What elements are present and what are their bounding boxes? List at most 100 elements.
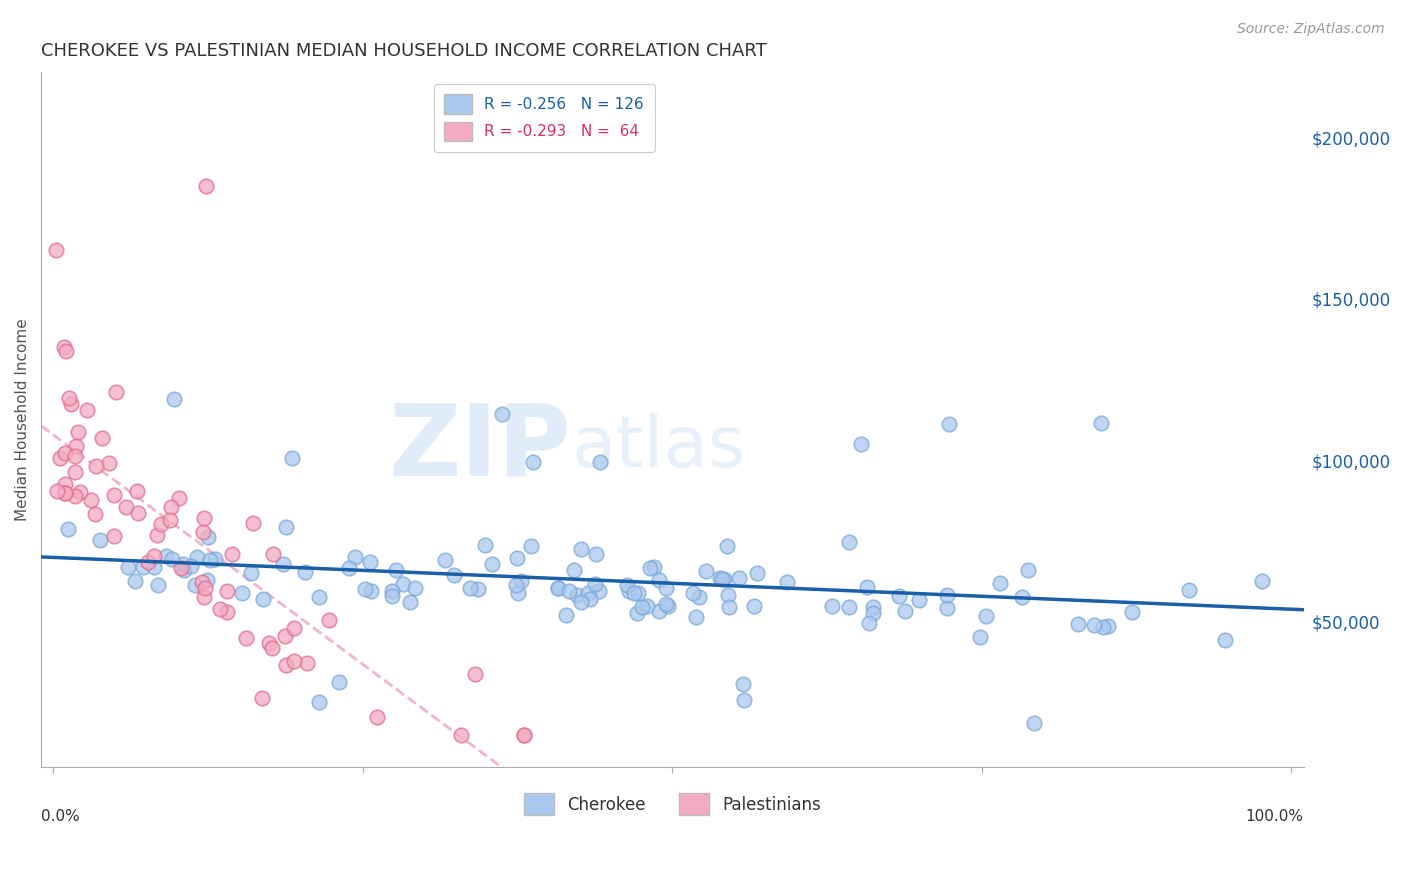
Point xyxy=(53,486,76,500)
Point xyxy=(713,572,735,586)
Point xyxy=(655,581,678,595)
Text: 100.0%: 100.0% xyxy=(1246,809,1303,824)
Point xyxy=(215,606,238,620)
Point xyxy=(648,573,671,587)
Point xyxy=(45,243,67,257)
Point xyxy=(58,391,80,405)
Point xyxy=(887,589,910,603)
Point xyxy=(366,709,388,723)
Point xyxy=(838,535,860,549)
Point xyxy=(55,343,77,358)
Point xyxy=(685,610,707,624)
Point xyxy=(733,692,755,706)
Point xyxy=(1251,574,1274,588)
Point xyxy=(655,597,678,611)
Point xyxy=(150,516,173,531)
Point xyxy=(91,431,114,445)
Point xyxy=(98,456,121,470)
Point xyxy=(155,549,177,563)
Point xyxy=(127,506,149,520)
Point xyxy=(513,728,536,742)
Point xyxy=(194,178,217,193)
Point xyxy=(450,728,472,742)
Point xyxy=(717,588,740,602)
Point xyxy=(1083,618,1105,632)
Point xyxy=(458,581,481,595)
Point xyxy=(630,600,652,615)
Point xyxy=(65,439,87,453)
Point xyxy=(170,560,193,574)
Point xyxy=(519,539,541,553)
Point xyxy=(988,575,1011,590)
Point xyxy=(617,584,640,599)
Point xyxy=(547,581,569,595)
Point xyxy=(276,520,298,534)
Point xyxy=(547,582,569,596)
Point xyxy=(45,483,67,498)
Point xyxy=(53,476,76,491)
Point xyxy=(969,630,991,644)
Point xyxy=(391,577,413,591)
Text: Source: ZipAtlas.com: Source: ZipAtlas.com xyxy=(1237,22,1385,37)
Point xyxy=(638,561,661,575)
Point xyxy=(1121,605,1143,619)
Point xyxy=(716,540,738,554)
Point xyxy=(186,550,208,565)
Point xyxy=(1092,619,1115,633)
Text: atlas: atlas xyxy=(571,413,745,483)
Point xyxy=(562,563,585,577)
Point xyxy=(194,582,217,596)
Point xyxy=(250,691,273,706)
Point xyxy=(257,635,280,649)
Point xyxy=(588,583,610,598)
Point xyxy=(328,674,350,689)
Point xyxy=(1097,619,1119,633)
Point xyxy=(935,588,957,602)
Point xyxy=(522,455,544,469)
Point xyxy=(579,592,602,607)
Point xyxy=(180,559,202,574)
Legend: Cherokee, Palestinians: Cherokee, Palestinians xyxy=(517,787,828,822)
Point xyxy=(86,458,108,473)
Point xyxy=(167,491,190,505)
Point xyxy=(381,583,404,598)
Point xyxy=(481,557,503,571)
Point xyxy=(146,578,169,592)
Point xyxy=(56,522,79,536)
Point xyxy=(103,488,125,502)
Point xyxy=(893,604,915,618)
Point xyxy=(1011,590,1033,604)
Point xyxy=(63,465,86,479)
Point xyxy=(197,573,219,587)
Point xyxy=(585,547,607,561)
Point xyxy=(636,599,658,613)
Point xyxy=(742,599,765,613)
Point xyxy=(262,641,284,656)
Point xyxy=(974,608,997,623)
Point xyxy=(283,654,305,668)
Point xyxy=(53,486,76,500)
Point xyxy=(125,484,148,499)
Point xyxy=(776,575,799,590)
Point xyxy=(67,425,90,439)
Point xyxy=(1017,563,1039,577)
Point xyxy=(146,528,169,542)
Point xyxy=(294,565,316,579)
Point xyxy=(344,550,367,565)
Point xyxy=(443,568,465,582)
Point xyxy=(838,600,860,615)
Point xyxy=(204,552,226,566)
Point xyxy=(616,577,638,591)
Point xyxy=(200,553,222,567)
Point xyxy=(648,604,671,618)
Point xyxy=(160,551,183,566)
Point xyxy=(63,449,86,463)
Point xyxy=(747,566,769,581)
Point xyxy=(565,588,588,602)
Point xyxy=(143,549,166,563)
Point xyxy=(858,616,880,631)
Point xyxy=(131,560,153,574)
Point xyxy=(235,631,257,645)
Point xyxy=(862,606,884,620)
Point xyxy=(936,600,959,615)
